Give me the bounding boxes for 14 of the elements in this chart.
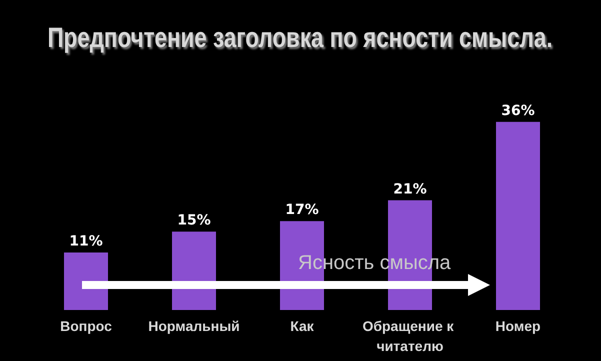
bar bbox=[496, 122, 540, 310]
chart-title: Предпочтение заголовка по ясности смысла. bbox=[47, 22, 553, 54]
data-label: 21% bbox=[393, 181, 427, 198]
x-tick-label: Номер bbox=[495, 318, 541, 334]
data-label: 11% bbox=[69, 234, 103, 250]
bar bbox=[64, 252, 108, 310]
data-label: 15% bbox=[177, 212, 211, 229]
data-label: 36% bbox=[501, 102, 535, 119]
x-tick-label: Нормальный bbox=[148, 318, 240, 334]
x-tick-label: Обращение к читателю bbox=[362, 318, 458, 354]
x-tick-label: Вопрос bbox=[60, 318, 112, 334]
bar bbox=[172, 232, 216, 310]
x-tick-label: Как bbox=[290, 318, 315, 334]
data-label: 17% bbox=[285, 202, 319, 218]
